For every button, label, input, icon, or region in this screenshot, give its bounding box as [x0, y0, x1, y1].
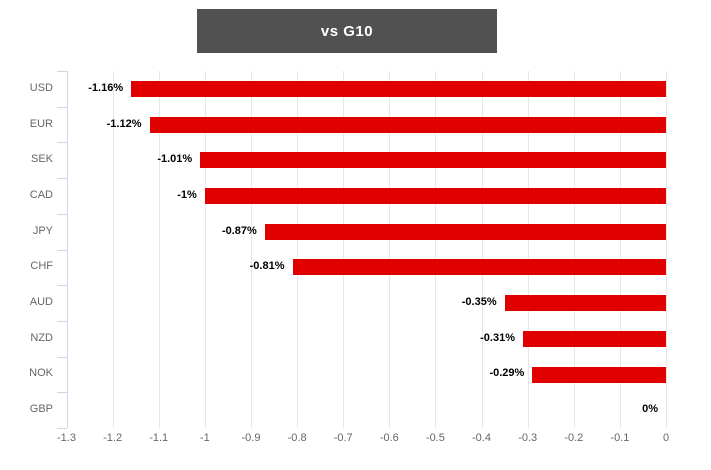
data-label-eur: -1.12%: [106, 117, 142, 130]
x-tick-label: -0.1: [610, 432, 630, 444]
gridline: [297, 71, 299, 428]
x-tick-label: 0: [662, 432, 670, 444]
x-tick-label: -0.2: [564, 432, 584, 444]
gridline: [619, 71, 621, 428]
data-label-aud: -0.35%: [461, 296, 497, 309]
bar-nzd[interactable]: [523, 330, 666, 347]
data-label-nok: -0.29%: [489, 367, 525, 380]
category-label-nok: NOK: [29, 367, 53, 380]
x-tick-label: -0.3: [518, 432, 538, 444]
category-label-eur: EUR: [29, 117, 53, 130]
category-label-usd: USD: [29, 81, 53, 94]
category-axis-tick: [56, 356, 67, 358]
bar-nok[interactable]: [532, 366, 666, 383]
category-label-nzd: NZD: [30, 331, 53, 344]
chart-title: vs G10: [197, 9, 497, 53]
data-label-usd: -1.16%: [88, 81, 124, 94]
gridline: [573, 71, 575, 428]
gridline: [435, 71, 437, 428]
bar-chf[interactable]: [292, 259, 666, 276]
gridline: [204, 71, 206, 428]
category-axis-tick: [56, 142, 67, 144]
category-label-chf: CHF: [30, 260, 53, 273]
gridline: [343, 71, 345, 428]
bar-sek[interactable]: [200, 152, 666, 169]
category-label-gbp: GBP: [29, 403, 53, 416]
category-axis-tick: [56, 213, 67, 215]
gridline: [251, 71, 252, 428]
category-label-cad: CAD: [29, 188, 53, 201]
data-label-sek: -1.01%: [157, 153, 193, 166]
bar-jpy[interactable]: [264, 223, 666, 240]
x-tick-label: -1.1: [149, 432, 169, 444]
gridline: [481, 71, 483, 428]
category-label-aud: AUD: [29, 296, 53, 309]
gridline: [158, 71, 160, 428]
category-axis-tick: [56, 428, 67, 429]
x-tick-label: -1.2: [103, 432, 123, 444]
x-tick-label: -0.4: [472, 432, 491, 444]
bar-cad[interactable]: [204, 188, 666, 204]
x-tick-label: -0.7: [333, 432, 353, 444]
x-tick-label: -1: [199, 432, 210, 444]
category-axis-line: [66, 71, 68, 428]
data-label-jpy: -0.87%: [221, 224, 257, 237]
x-tick-label: -1.3: [57, 432, 76, 444]
data-label-gbp: 0%: [642, 403, 658, 416]
x-tick-label: -0.6: [379, 432, 399, 444]
x-tick-label: -0.8: [287, 432, 307, 444]
gridline: [666, 71, 667, 428]
category-axis-tick: [56, 106, 67, 108]
category-axis-tick: [56, 71, 67, 72]
bar-eur[interactable]: [149, 116, 666, 133]
data-label-cad: -1%: [177, 188, 197, 201]
data-label-chf: -0.81%: [249, 260, 285, 273]
bar-aud[interactable]: [504, 295, 666, 312]
data-label-nzd: -0.31%: [480, 331, 515, 344]
gridline: [389, 71, 391, 428]
x-tick-label: -0.9: [241, 432, 261, 444]
category-axis-tick: [56, 285, 67, 287]
category-axis-tick: [56, 178, 67, 180]
category-label-jpy: JPY: [32, 224, 53, 237]
gridline: [112, 71, 114, 428]
x-tick-label: -0.5: [425, 432, 445, 444]
category-label-sek: SEK: [30, 153, 53, 166]
gridline: [527, 71, 529, 428]
bar-usd[interactable]: [131, 80, 666, 97]
category-axis-tick: [56, 392, 67, 394]
category-axis-tick: [56, 320, 67, 322]
category-axis-tick: [56, 249, 67, 251]
